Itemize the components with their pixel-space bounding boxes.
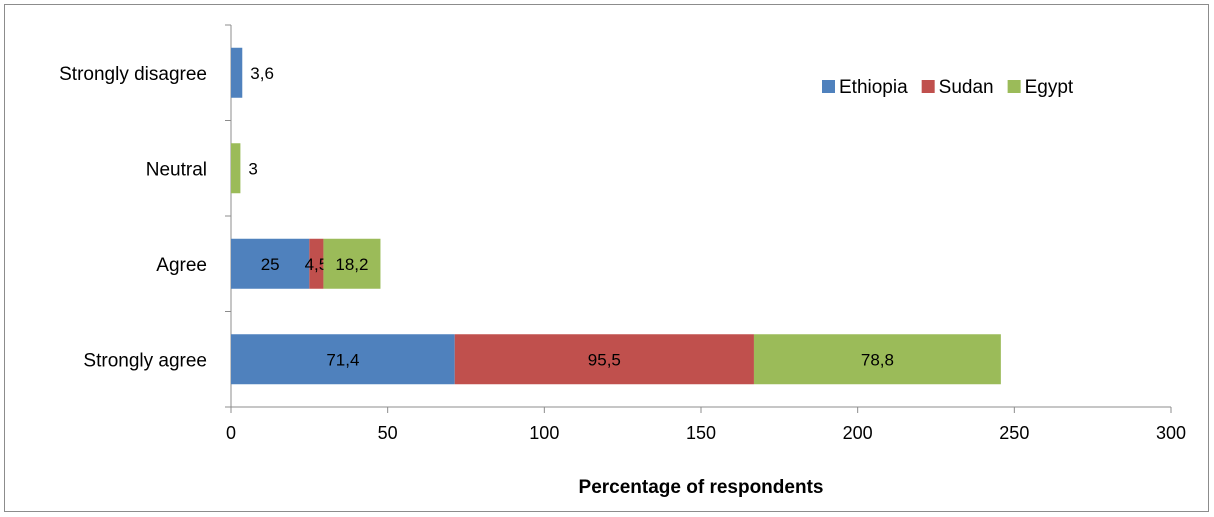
data-label-egypt: 3: [248, 159, 257, 178]
bar-egypt: [231, 143, 241, 194]
legend-label-egypt: Egypt: [1025, 77, 1074, 98]
x-tick-label: 0: [226, 423, 236, 443]
data-label-ethiopia: 25: [261, 255, 280, 274]
bar-egypt: [323, 238, 381, 289]
x-tick-label: 250: [999, 423, 1029, 443]
legend-swatch-ethiopia: [822, 80, 835, 93]
x-tick-label: 150: [686, 423, 716, 443]
bar-sudan: [454, 334, 754, 385]
data-label-egypt: 78,8: [861, 350, 894, 369]
x-tick-label: 50: [378, 423, 398, 443]
data-label-ethiopia: 71,4: [326, 350, 359, 369]
data-label-egypt: 18,2: [335, 255, 368, 274]
category-label: Strongly agree: [83, 350, 207, 371]
legend-label-sudan: Sudan: [939, 77, 994, 98]
x-tick-label: 200: [843, 423, 873, 443]
bar-ethiopia: [231, 238, 310, 289]
data-label-ethiopia: 3,6: [250, 64, 274, 83]
category-label: Agree: [156, 255, 207, 276]
legend-label-ethiopia: Ethiopia: [839, 77, 908, 98]
category-label: Neutral: [146, 159, 207, 180]
bar-ethiopia: [231, 47, 243, 98]
data-label-sudan: 4,5: [305, 255, 329, 274]
legend-swatch-egypt: [1007, 80, 1021, 93]
category-label: Strongly disagree: [59, 64, 207, 85]
bar-sudan: [309, 238, 324, 289]
x-tick-label: 100: [529, 423, 559, 443]
legend-swatch-sudan: [921, 80, 935, 93]
x-axis-title: Percentage of respondents: [579, 477, 824, 498]
bar-egypt: [753, 334, 1001, 385]
data-label-sudan: 95,5: [588, 350, 621, 369]
bar-ethiopia: [231, 334, 455, 385]
x-tick-label: 300: [1156, 423, 1186, 443]
